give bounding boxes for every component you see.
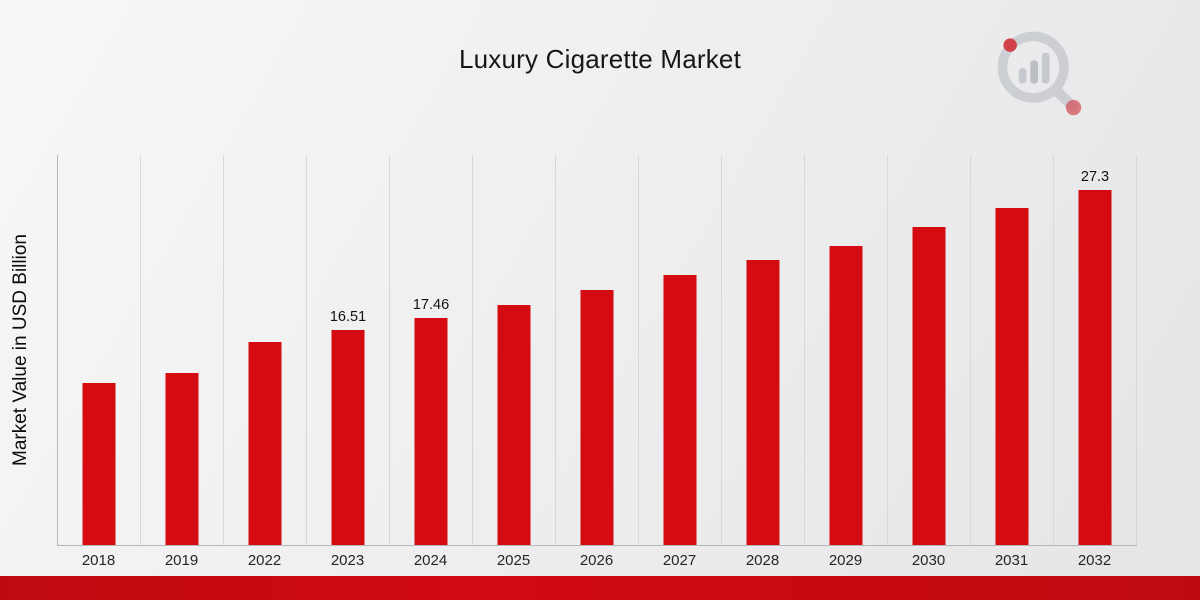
- plot-cell-2026: [556, 155, 639, 545]
- x-axis-label-2018: 2018: [81, 552, 116, 569]
- bar-2022: [248, 342, 282, 545]
- plot-cell-2032: 27.3: [1054, 155, 1137, 545]
- x-axis-label-2028: 2028: [745, 552, 780, 569]
- bar-2018: [82, 382, 116, 545]
- x-axis-labels: 2018 2019 2022 2023 2024 2025 2026 2027 2028 2029…: [57, 552, 1136, 569]
- x-axis-label-2031: 2031: [994, 552, 1029, 569]
- logo-ring: [997, 31, 1069, 103]
- bar-2030: [912, 227, 946, 545]
- bar-2019: [165, 373, 199, 545]
- x-axis-label-2030: 2030: [911, 552, 946, 569]
- market-research-future-logo: [997, 31, 1082, 116]
- logo-bar-1: [1018, 68, 1027, 84]
- x-axis-label-2024: 2024: [413, 552, 448, 569]
- x-axis-label-2025: 2025: [496, 552, 531, 569]
- bar-2024: [414, 318, 448, 545]
- logo-bar-3: [1041, 52, 1050, 84]
- bar-2025: [497, 305, 531, 545]
- x-axis-label-2022: 2022: [247, 552, 282, 569]
- plot-cell-2022: [224, 155, 307, 545]
- x-axis-label-2029: 2029: [828, 552, 863, 569]
- plot-cell-2023: 16.51: [307, 155, 390, 545]
- plot-cell-2018: [58, 155, 141, 545]
- bar-2026: [580, 290, 614, 545]
- logo-red-dot: [1003, 38, 1017, 52]
- x-axis-label-2023: 2023: [330, 552, 365, 569]
- bar-2028: [746, 260, 780, 545]
- bar-2023: [331, 330, 365, 545]
- bar-2032: [1078, 190, 1112, 545]
- x-axis-label-2026: 2026: [579, 552, 614, 569]
- plot-cell-2024: 17.46: [390, 155, 473, 545]
- plot-cell-2030: [888, 155, 971, 545]
- x-axis-label-2032: 2032: [1077, 552, 1112, 569]
- y-axis-label: Market Value in USD Billion: [10, 234, 31, 466]
- plot-cell-2019: [141, 155, 224, 545]
- plot-cell-2029: [805, 155, 888, 545]
- plot-cell-2028: [722, 155, 805, 545]
- bar-value-label-2024: 17.46: [412, 297, 450, 314]
- bottom-accent-bar: [0, 576, 1200, 600]
- logo-handle-accent: [1065, 99, 1082, 116]
- bar-2027: [663, 275, 697, 545]
- bar-2029: [829, 246, 863, 545]
- bar-value-label-2023: 16.51: [329, 309, 367, 326]
- bar-value-label-2032: 27.3: [1080, 169, 1110, 186]
- plot-area: 16.51 17.46 27.3: [57, 155, 1137, 546]
- x-axis-label-2019: 2019: [164, 552, 199, 569]
- x-axis-label-2027: 2027: [662, 552, 697, 569]
- logo-bar-2: [1030, 60, 1038, 84]
- chart-title: Luxury Cigarette Market: [458, 44, 742, 74]
- plot-cell-2027: [639, 155, 722, 545]
- plot-cell-2031: [971, 155, 1054, 545]
- bar-2031: [995, 207, 1029, 545]
- plot-cell-2025: [473, 155, 556, 545]
